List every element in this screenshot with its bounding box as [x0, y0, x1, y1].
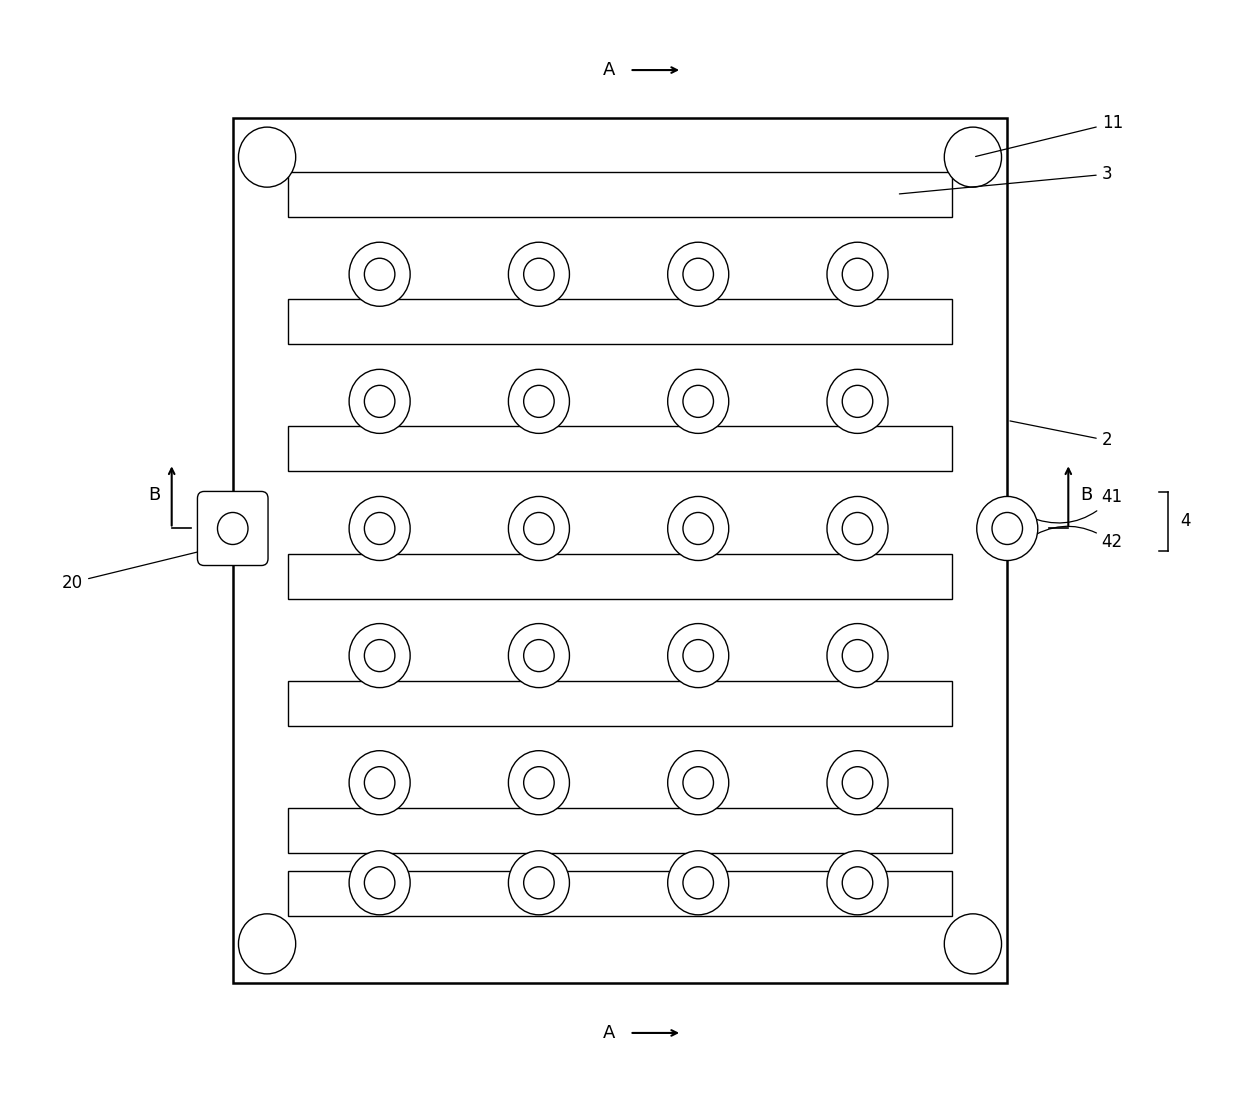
Circle shape	[683, 866, 713, 898]
Circle shape	[350, 623, 410, 688]
Circle shape	[827, 851, 888, 915]
Circle shape	[350, 369, 410, 434]
Circle shape	[365, 259, 394, 291]
Text: 20: 20	[62, 545, 219, 591]
Circle shape	[238, 127, 295, 187]
Circle shape	[523, 385, 554, 417]
Text: 11: 11	[976, 115, 1123, 156]
Text: B: B	[1080, 487, 1092, 504]
Circle shape	[508, 851, 569, 915]
Circle shape	[667, 751, 729, 815]
Circle shape	[827, 623, 888, 688]
Text: 3: 3	[899, 165, 1112, 194]
Circle shape	[842, 640, 873, 672]
Circle shape	[350, 242, 410, 306]
Circle shape	[842, 259, 873, 291]
Circle shape	[842, 512, 873, 545]
Circle shape	[523, 259, 554, 291]
FancyBboxPatch shape	[197, 491, 268, 566]
Bar	[288, 299, 952, 345]
Circle shape	[350, 851, 410, 915]
Circle shape	[508, 369, 569, 434]
Circle shape	[667, 369, 729, 434]
Bar	[288, 808, 952, 853]
Circle shape	[842, 866, 873, 898]
Circle shape	[683, 385, 713, 417]
Circle shape	[842, 385, 873, 417]
Circle shape	[992, 512, 1023, 545]
Bar	[288, 680, 952, 726]
Circle shape	[667, 497, 729, 560]
Bar	[288, 871, 952, 916]
Circle shape	[523, 512, 554, 545]
Circle shape	[365, 866, 394, 898]
Text: B: B	[148, 487, 160, 504]
Circle shape	[945, 127, 1002, 187]
Bar	[233, 118, 1007, 983]
Circle shape	[945, 914, 1002, 974]
Circle shape	[365, 385, 394, 417]
Circle shape	[217, 512, 248, 545]
Circle shape	[827, 369, 888, 434]
Bar	[288, 426, 952, 471]
Circle shape	[683, 766, 713, 798]
Circle shape	[827, 497, 888, 560]
Text: 2: 2	[1011, 421, 1112, 449]
Circle shape	[827, 242, 888, 306]
Text: A: A	[603, 61, 615, 79]
Circle shape	[238, 914, 295, 974]
Circle shape	[977, 497, 1038, 560]
Circle shape	[667, 242, 729, 306]
Circle shape	[683, 512, 713, 545]
Circle shape	[667, 851, 729, 915]
Circle shape	[350, 497, 410, 560]
Text: 41: 41	[1028, 489, 1122, 523]
Circle shape	[350, 751, 410, 815]
Circle shape	[523, 766, 554, 798]
Circle shape	[827, 751, 888, 815]
Circle shape	[667, 623, 729, 688]
Text: 42: 42	[1028, 526, 1122, 552]
Circle shape	[365, 766, 394, 798]
Circle shape	[508, 242, 569, 306]
Circle shape	[523, 640, 554, 672]
Bar	[288, 554, 952, 599]
Circle shape	[683, 259, 713, 291]
Bar	[288, 172, 952, 217]
Circle shape	[508, 497, 569, 560]
Circle shape	[842, 766, 873, 798]
Circle shape	[508, 751, 569, 815]
Text: 4: 4	[1180, 512, 1190, 531]
Circle shape	[365, 640, 394, 672]
Circle shape	[523, 866, 554, 898]
Circle shape	[365, 512, 394, 545]
Circle shape	[508, 623, 569, 688]
Circle shape	[683, 640, 713, 672]
Text: A: A	[603, 1024, 615, 1042]
